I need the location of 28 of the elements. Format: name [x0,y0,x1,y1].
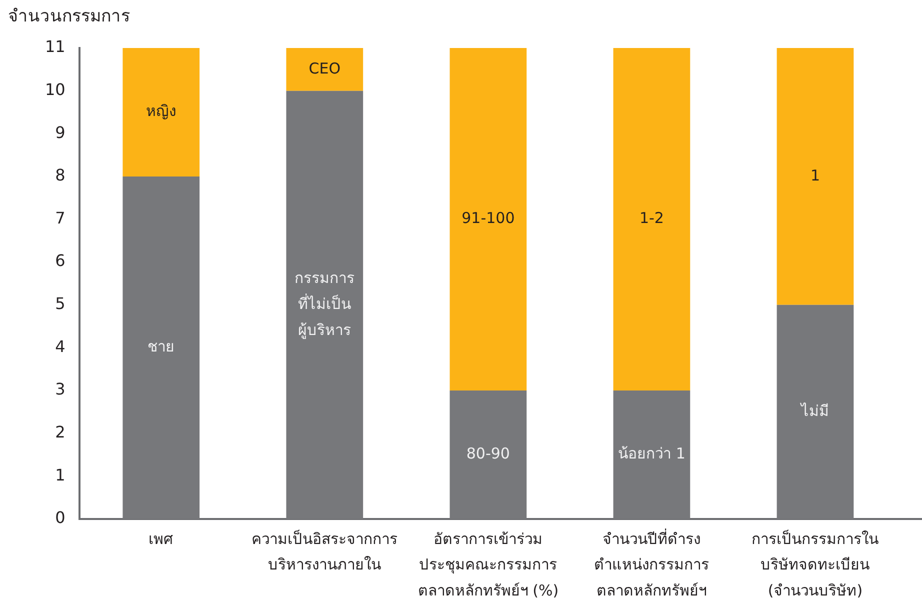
x-tick-label: อัตราการเข้าร่วม ประชุมคณะกรรมการ ตลาดหลักทรัพย์ฯ (%) [418,530,559,600]
x-tick-label: ความเป็นอิสระจากการ บริหารงานภายใน [252,528,398,574]
series-label: กรรมการ ที่ไม่เป็น ผู้บริหาร [294,268,355,339]
y-tick-label: 6 [55,251,66,270]
y-tick-label: 11 [45,37,66,56]
series-label: ไม่มี [800,402,830,420]
series-label: 1-2 [639,209,664,228]
y-tick-label: 1 [55,465,66,484]
x-tick-label: การเป็นกรรมการใน บริษัทจดทะเบียน (จำนวนบริษัท) [752,528,879,600]
y-tick-label: 3 [55,380,66,399]
y-tick-label: 7 [55,208,66,228]
y-tick-label: 5 [55,294,66,314]
series-label: 91-100 [462,209,515,228]
x-tick-label: จำนวนปีที่ดำรง ตำแหน่งกรรมการ ตลาดหลักทรัพย์ฯ [594,528,710,600]
series-label: ชาย [148,338,175,356]
series-label: 1 [810,166,820,184]
y-tick-label: 4 [55,336,66,356]
series-label: น้อยกว่า 1 [618,444,686,463]
y-tick-label: 2 [55,422,66,442]
series-label: หญิง [146,102,176,120]
y-tick-label: 10 [45,80,66,99]
series-label: 80-90 [466,444,510,463]
x-tick-label: เพศ [148,530,174,548]
y-tick-label: 9 [55,122,66,142]
series-label: CEO [308,59,341,78]
y-tick-label: 8 [55,166,66,185]
y-axis-title: จำนวนกรรมการ [8,6,130,26]
y-tick-label: 0 [55,508,66,528]
